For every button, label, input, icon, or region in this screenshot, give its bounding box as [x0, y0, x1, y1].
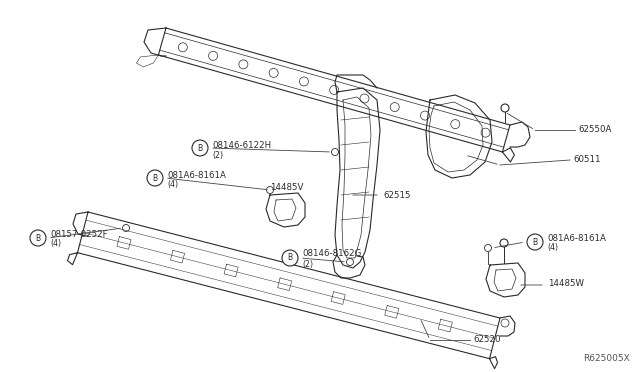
Text: 62520: 62520 [473, 334, 500, 343]
Text: 62550A: 62550A [578, 125, 611, 134]
Text: 08146-6122H: 08146-6122H [212, 141, 271, 150]
Text: 081A6-8161A: 081A6-8161A [167, 170, 226, 180]
Text: B: B [197, 144, 203, 153]
Text: 081A6-8161A: 081A6-8161A [547, 234, 606, 243]
Circle shape [527, 234, 543, 250]
Text: 08146-8162G: 08146-8162G [302, 250, 362, 259]
Text: 60511: 60511 [573, 154, 600, 164]
Text: (4): (4) [547, 243, 558, 251]
Circle shape [501, 104, 509, 112]
Text: 08157-0252F: 08157-0252F [50, 230, 108, 238]
Circle shape [346, 259, 353, 266]
Text: B: B [152, 173, 157, 183]
Text: B: B [287, 253, 292, 263]
Circle shape [266, 186, 273, 193]
Circle shape [122, 224, 129, 231]
Text: (2): (2) [302, 260, 313, 269]
Circle shape [484, 244, 492, 251]
Text: B: B [35, 234, 40, 243]
Circle shape [30, 230, 46, 246]
Circle shape [500, 239, 508, 247]
Circle shape [332, 148, 339, 155]
Circle shape [147, 170, 163, 186]
Text: B: B [532, 237, 538, 247]
Text: (4): (4) [167, 180, 178, 189]
Circle shape [192, 140, 208, 156]
Text: 14485W: 14485W [548, 279, 584, 288]
Circle shape [282, 250, 298, 266]
Text: R625005X: R625005X [583, 354, 630, 363]
Text: (4): (4) [50, 238, 61, 247]
Text: 14485V: 14485V [270, 183, 303, 192]
Text: 62515: 62515 [383, 190, 410, 199]
Text: (2): (2) [212, 151, 223, 160]
